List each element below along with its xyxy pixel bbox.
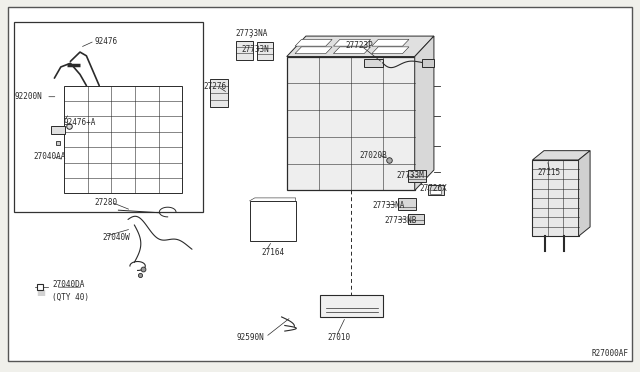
Text: 27733N: 27733N bbox=[242, 45, 269, 54]
Text: 92476: 92476 bbox=[95, 37, 118, 46]
Polygon shape bbox=[287, 36, 434, 57]
Text: 27040DA: 27040DA bbox=[52, 280, 85, 289]
FancyBboxPatch shape bbox=[250, 201, 296, 241]
FancyBboxPatch shape bbox=[236, 41, 253, 60]
Text: 92200N: 92200N bbox=[14, 92, 42, 101]
Text: 27733NA: 27733NA bbox=[236, 29, 268, 38]
Polygon shape bbox=[295, 47, 332, 54]
Text: 27733NA: 27733NA bbox=[372, 201, 405, 210]
Polygon shape bbox=[415, 36, 434, 190]
Text: (QTY 40): (QTY 40) bbox=[52, 293, 90, 302]
Text: 27115: 27115 bbox=[538, 169, 561, 177]
FancyBboxPatch shape bbox=[364, 59, 383, 67]
Polygon shape bbox=[295, 39, 332, 46]
Polygon shape bbox=[372, 47, 409, 54]
FancyBboxPatch shape bbox=[430, 190, 441, 194]
Polygon shape bbox=[333, 39, 371, 46]
FancyBboxPatch shape bbox=[287, 57, 415, 190]
FancyBboxPatch shape bbox=[257, 42, 273, 60]
Text: 27726X: 27726X bbox=[419, 185, 447, 193]
Text: R27000AF: R27000AF bbox=[591, 349, 628, 358]
FancyBboxPatch shape bbox=[532, 160, 579, 236]
Text: 27276: 27276 bbox=[204, 82, 227, 91]
FancyBboxPatch shape bbox=[51, 126, 65, 134]
FancyBboxPatch shape bbox=[428, 185, 444, 195]
Polygon shape bbox=[532, 151, 590, 160]
Text: 27040AA: 27040AA bbox=[33, 153, 66, 161]
Text: 27733M: 27733M bbox=[397, 171, 424, 180]
FancyBboxPatch shape bbox=[398, 198, 416, 210]
Text: 27040W: 27040W bbox=[102, 233, 130, 242]
FancyBboxPatch shape bbox=[408, 170, 426, 182]
Text: 92476+A: 92476+A bbox=[64, 118, 97, 126]
Text: 92590N: 92590N bbox=[237, 333, 264, 342]
FancyBboxPatch shape bbox=[8, 7, 632, 361]
Polygon shape bbox=[579, 151, 590, 236]
Text: 27733NB: 27733NB bbox=[384, 216, 417, 225]
FancyBboxPatch shape bbox=[408, 214, 424, 224]
FancyBboxPatch shape bbox=[14, 22, 203, 212]
Text: 27280: 27280 bbox=[95, 198, 118, 207]
FancyBboxPatch shape bbox=[210, 79, 228, 107]
Polygon shape bbox=[372, 39, 409, 46]
Text: 27020B: 27020B bbox=[360, 151, 387, 160]
FancyBboxPatch shape bbox=[64, 86, 182, 193]
FancyBboxPatch shape bbox=[422, 59, 434, 67]
Polygon shape bbox=[333, 47, 371, 54]
Text: 27010: 27010 bbox=[328, 333, 351, 342]
FancyBboxPatch shape bbox=[320, 295, 383, 317]
Text: 27164: 27164 bbox=[261, 248, 284, 257]
Text: 27723P: 27723P bbox=[346, 41, 373, 50]
